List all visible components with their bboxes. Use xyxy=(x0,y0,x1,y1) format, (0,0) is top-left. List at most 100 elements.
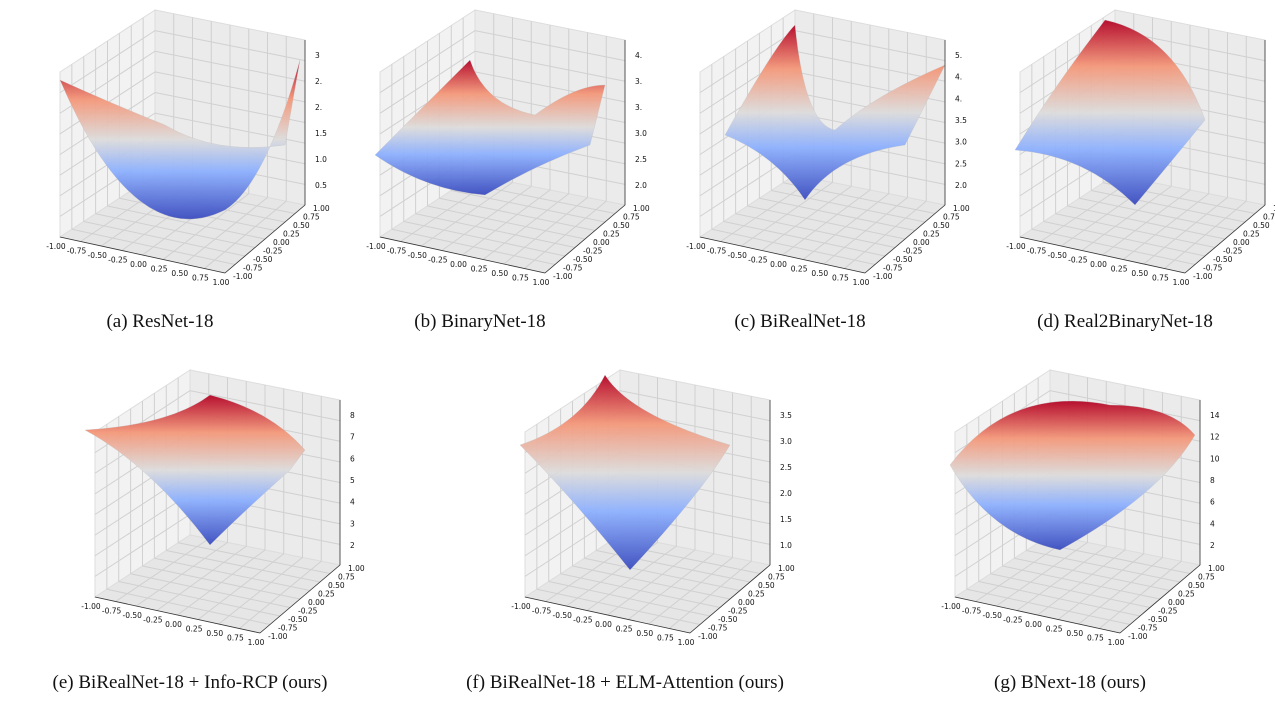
y-tick-label: 0.75 xyxy=(768,573,785,582)
surface xyxy=(949,400,1196,551)
x-tick-label: 0.50 xyxy=(1066,629,1083,638)
y-tick-label: 0.75 xyxy=(1198,573,1215,582)
y-tick-label: 0.00 xyxy=(593,238,610,247)
z-tick-label: 2 xyxy=(350,541,355,550)
z-tick-label: 3.5 xyxy=(780,411,792,420)
z-tick-label: 3 xyxy=(315,51,320,60)
axis xyxy=(379,236,546,274)
grid-line xyxy=(669,560,752,629)
z-tick-label: 10 xyxy=(1210,454,1220,463)
axis xyxy=(1119,564,1201,634)
axis xyxy=(59,236,226,274)
grid-line xyxy=(162,193,250,260)
y-tick-label: 0.00 xyxy=(738,598,755,607)
grid-line xyxy=(771,190,926,223)
z-tick-label: 2.5 xyxy=(955,159,967,168)
surface xyxy=(84,394,306,546)
x-tick-label: -0.25 xyxy=(428,256,448,265)
y-tick-label: 0.75 xyxy=(1263,213,1275,222)
x-tick-label: 0.50 xyxy=(171,269,188,278)
y-tick-label: 0.25 xyxy=(603,230,620,239)
z-tick-label: 8 xyxy=(350,411,355,420)
grid-line xyxy=(379,50,626,114)
grid-line xyxy=(204,200,287,269)
grid-line xyxy=(1002,565,1161,600)
grid-line xyxy=(197,553,285,620)
y-tick-label: 0.00 xyxy=(273,238,290,247)
x-tick-label: 1.00 xyxy=(1173,278,1190,287)
y-tick-label: -0.25 xyxy=(1158,607,1178,616)
x-tick-label: -1.00 xyxy=(366,242,386,251)
grid-line xyxy=(439,197,596,231)
grid-line xyxy=(572,565,731,600)
grid-line xyxy=(427,205,586,240)
x-tick-label: -1.00 xyxy=(81,602,101,611)
y-tick-label: 1.00 xyxy=(1208,564,1225,573)
y-tick-label: 0.75 xyxy=(943,213,960,222)
grid-line xyxy=(1143,197,1228,265)
y-tick-label: -1.00 xyxy=(233,272,253,281)
z-tick-label: 3.0 xyxy=(780,437,792,446)
grid-line xyxy=(218,557,303,625)
x-tick-label: -0.25 xyxy=(1003,616,1023,625)
y-tick-label: -1.00 xyxy=(1193,272,1213,281)
z-tick-label: 2. xyxy=(315,103,322,112)
y-tick-label: -0.75 xyxy=(243,264,263,273)
z-tick-label: 3. xyxy=(635,103,642,112)
grid-line xyxy=(823,197,908,265)
grid-line xyxy=(154,557,311,591)
y-tick-label: 0.25 xyxy=(318,590,335,599)
grid-line xyxy=(107,205,266,240)
z-tick-label: 5. xyxy=(955,51,962,60)
grid-line xyxy=(1067,205,1226,240)
x-tick-label: -0.75 xyxy=(532,607,552,616)
surface xyxy=(1014,19,1206,206)
grid-line xyxy=(1014,557,1171,591)
y-tick-label: -0.75 xyxy=(1138,624,1158,633)
x-tick-label: 0.25 xyxy=(1111,265,1128,274)
y-tick-label: 0.50 xyxy=(933,221,950,230)
x-tick-label: 0.25 xyxy=(1046,625,1063,634)
y-tick-label: 1.00 xyxy=(313,204,330,213)
x-tick-label: -1.00 xyxy=(511,602,531,611)
z-tick-label: 3. xyxy=(635,77,642,86)
z-tick-label: 2 xyxy=(1210,541,1215,550)
x-tick-label: -1.00 xyxy=(46,242,66,251)
y-tick-label: 0.50 xyxy=(1188,581,1205,590)
grid-line xyxy=(482,193,570,260)
x-tick-label: 0.00 xyxy=(770,260,787,269)
surface xyxy=(374,59,606,196)
grid-line xyxy=(1079,197,1236,231)
x-tick-label: 0.75 xyxy=(1087,634,1104,643)
y-tick-label: -1.00 xyxy=(268,632,288,641)
z-tick-label: 7 xyxy=(350,433,355,442)
surface xyxy=(519,374,731,571)
y-tick-label: -1.00 xyxy=(873,272,893,281)
x-tick-label: 0.00 xyxy=(130,260,147,269)
x-tick-label: 0.50 xyxy=(491,269,508,278)
x-tick-label: 0.00 xyxy=(1025,620,1042,629)
grid-line xyxy=(59,112,306,176)
y-tick-label: -0.75 xyxy=(1203,264,1223,273)
x-tick-label: 0.50 xyxy=(811,269,828,278)
y-tick-label: 0.25 xyxy=(1243,230,1260,239)
caption: (f) BiRealNet-18 + ELM-Attention (ours) xyxy=(466,672,784,693)
x-tick-label: 0.75 xyxy=(657,634,674,643)
grid-line xyxy=(524,200,607,269)
z-tick-label: 14 xyxy=(1210,411,1220,420)
caption: (g) BNext-18 (ours) xyxy=(994,672,1146,693)
z-tick-label: 2.0 xyxy=(780,489,792,498)
y-tick-label: -0.25 xyxy=(1223,247,1243,256)
y-tick-label: -0.50 xyxy=(1213,255,1233,264)
x-tick-label: 0.00 xyxy=(1090,260,1107,269)
x-tick-label: 0.75 xyxy=(192,274,209,283)
x-tick-label: -0.50 xyxy=(408,251,428,260)
z-tick-label: 3.0 xyxy=(635,129,647,138)
axis xyxy=(699,236,866,274)
axis xyxy=(94,596,261,634)
x-tick-label: 0.25 xyxy=(471,265,488,274)
z-tick-label: 2.5 xyxy=(635,155,647,164)
y-tick-label: -1.00 xyxy=(553,272,573,281)
